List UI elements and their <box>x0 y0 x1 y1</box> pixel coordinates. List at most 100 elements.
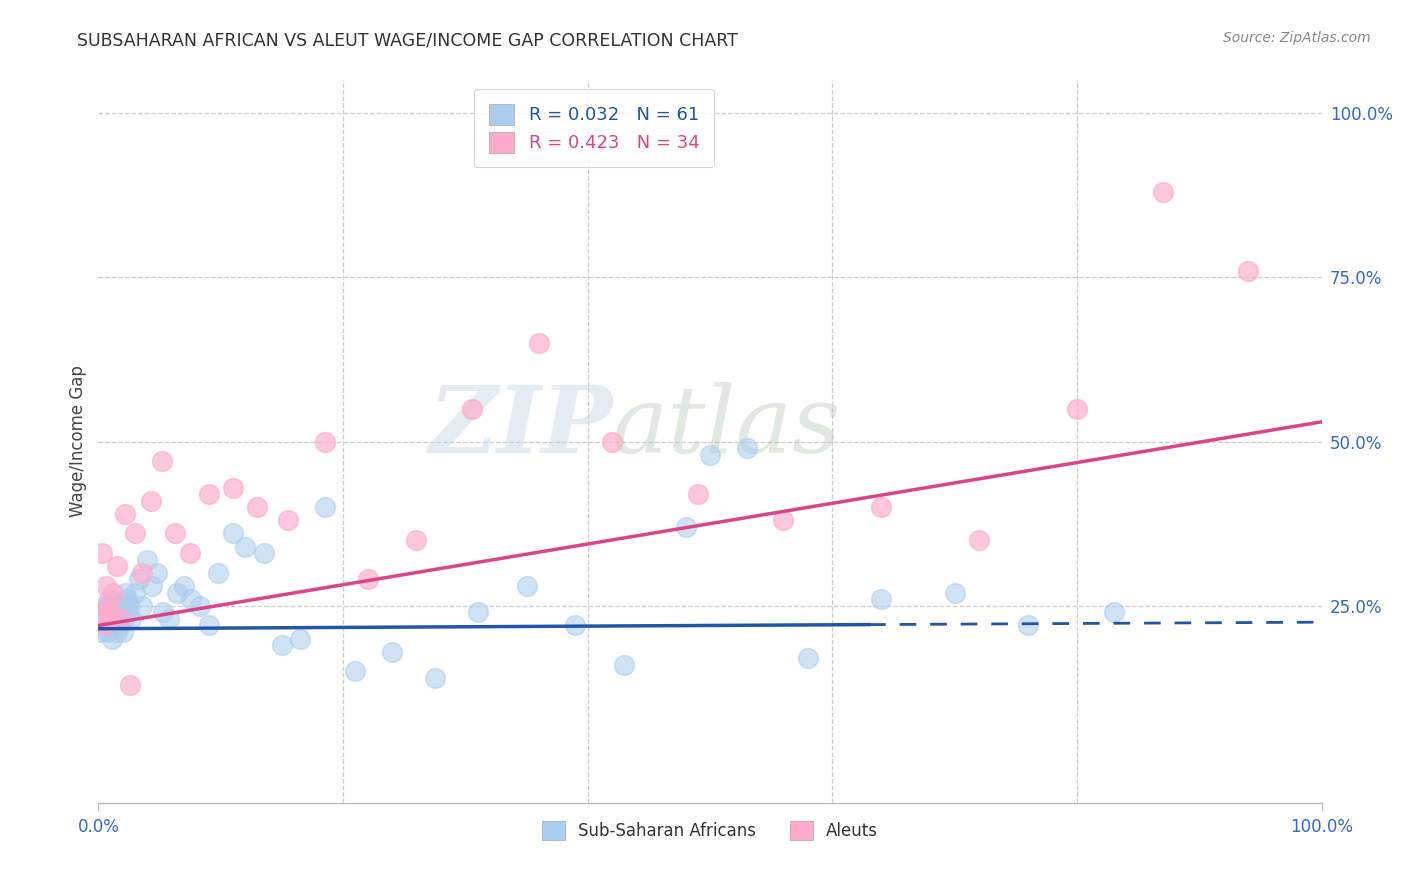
Point <box>97 605 120 619</box>
Point <box>564 618 586 632</box>
Point <box>112 612 135 626</box>
Point <box>180 592 202 607</box>
Point <box>515 579 537 593</box>
Point <box>197 618 219 632</box>
Point <box>90 612 112 626</box>
Point <box>1102 605 1125 619</box>
Point <box>290 632 312 646</box>
Point <box>118 599 141 613</box>
Point <box>97 599 120 613</box>
Point <box>246 500 269 515</box>
Point <box>120 677 142 691</box>
Point <box>146 566 169 580</box>
Point <box>107 605 129 619</box>
Point <box>96 625 118 640</box>
Text: SUBSAHARAN AFRICAN VS ALEUT WAGE/INCOME GAP CORRELATION CHART: SUBSAHARAN AFRICAN VS ALEUT WAGE/INCOME … <box>77 31 738 49</box>
Point <box>110 618 132 632</box>
Point <box>1066 401 1088 416</box>
Point <box>314 434 336 449</box>
Point <box>103 599 125 613</box>
Point <box>124 585 146 599</box>
Point <box>98 592 121 607</box>
Point <box>115 592 138 607</box>
Point <box>699 448 721 462</box>
Point <box>101 585 124 599</box>
Point <box>314 500 336 515</box>
Point <box>277 513 299 527</box>
Point <box>136 553 159 567</box>
Point <box>356 573 378 587</box>
Point <box>613 657 636 672</box>
Point <box>101 632 124 646</box>
Point <box>460 401 482 416</box>
Point <box>94 612 117 626</box>
Point <box>93 618 115 632</box>
Point <box>105 559 128 574</box>
Point <box>131 566 153 580</box>
Point <box>100 618 122 632</box>
Point <box>91 546 114 560</box>
Point <box>139 493 162 508</box>
Point <box>381 645 404 659</box>
Point <box>124 526 146 541</box>
Point <box>90 605 112 619</box>
Point <box>600 434 623 449</box>
Point <box>179 546 201 560</box>
Point <box>120 612 142 626</box>
Point <box>114 585 136 599</box>
Point <box>1017 618 1039 632</box>
Point <box>111 625 134 640</box>
Point <box>1152 185 1174 199</box>
Point <box>94 579 117 593</box>
Point <box>735 441 758 455</box>
Point <box>467 605 489 619</box>
Text: atlas: atlas <box>612 382 842 472</box>
Point <box>128 573 150 587</box>
Point <box>207 566 229 580</box>
Point <box>165 526 187 541</box>
Point <box>967 533 990 547</box>
Point <box>101 612 124 626</box>
Point <box>93 599 115 613</box>
Point <box>423 671 446 685</box>
Point <box>131 599 153 613</box>
Point <box>152 605 174 619</box>
Point <box>252 546 274 560</box>
Point <box>405 533 427 547</box>
Point <box>675 520 697 534</box>
Point <box>344 665 367 679</box>
Point <box>233 540 256 554</box>
Point <box>197 487 219 501</box>
Point <box>89 625 111 640</box>
Point <box>111 599 134 613</box>
Point <box>870 500 893 515</box>
Point <box>943 585 966 599</box>
Point <box>110 612 132 626</box>
Point <box>270 638 294 652</box>
Point <box>91 618 114 632</box>
Point <box>222 526 245 541</box>
Point <box>686 487 709 501</box>
Point <box>141 579 163 593</box>
Point <box>1237 264 1260 278</box>
Point <box>527 336 550 351</box>
Point <box>150 454 173 468</box>
Legend: Sub-Saharan Africans, Aleuts: Sub-Saharan Africans, Aleuts <box>533 813 887 848</box>
Text: Source: ZipAtlas.com: Source: ZipAtlas.com <box>1223 31 1371 45</box>
Point <box>104 618 127 632</box>
Point <box>105 625 128 640</box>
Point <box>797 651 820 665</box>
Point <box>117 605 139 619</box>
Point <box>108 612 131 626</box>
Point <box>114 507 136 521</box>
Y-axis label: Wage/Income Gap: Wage/Income Gap <box>69 366 87 517</box>
Point <box>222 481 245 495</box>
Text: ZIP: ZIP <box>427 382 612 472</box>
Point <box>157 612 180 626</box>
Point <box>91 605 114 619</box>
Point <box>772 513 794 527</box>
Point <box>870 592 893 607</box>
Point <box>173 579 195 593</box>
Point <box>188 599 211 613</box>
Point <box>100 605 122 619</box>
